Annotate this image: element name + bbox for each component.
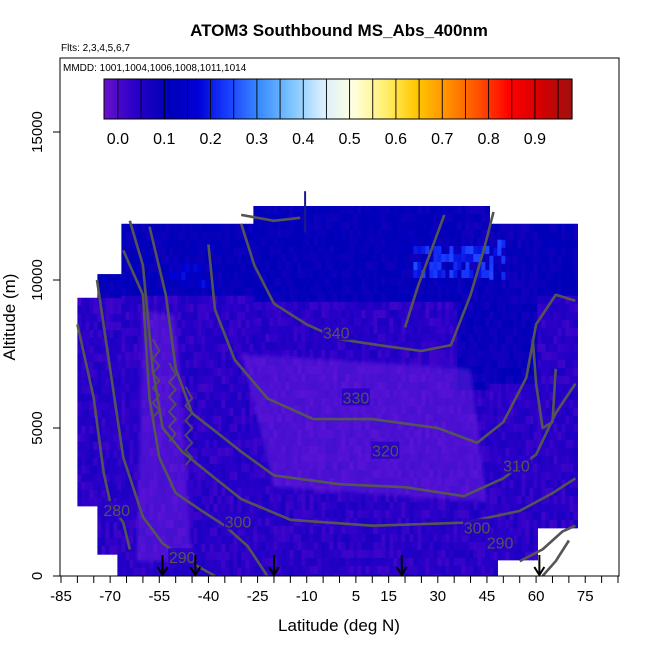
- x-tick-label: 45: [479, 588, 496, 605]
- colorbar-tick-label: 0.7: [431, 131, 453, 148]
- colorbar-tick-label: 0.4: [292, 131, 314, 148]
- contour-label: 330: [343, 390, 370, 407]
- y-tick-label: 15000: [29, 111, 46, 153]
- y-tick-label: 0: [29, 572, 46, 580]
- colorbar-tick-label: 0.2: [199, 131, 221, 148]
- x-tick-label: -70: [99, 588, 121, 605]
- x-tick-label: 60: [528, 588, 545, 605]
- flight-arrows: [156, 555, 546, 577]
- contour-label: 300: [464, 521, 491, 538]
- contour-label: 280: [103, 503, 130, 520]
- x-tick-label: 75: [577, 588, 594, 605]
- x-tick-label: -85: [50, 588, 72, 605]
- y-axis-label: Altitude (m): [0, 274, 19, 361]
- x-tick-label: 30: [429, 588, 446, 605]
- colorbar: 0.0 0.1 0.2 0.3 0.4 0.5 0.6 0.7 0.8 0.9: [103, 78, 573, 148]
- contour-label: 340: [323, 325, 350, 342]
- flights-subtitle: Flts: 2,3,4,5,6,7: [61, 43, 130, 54]
- contour-label: 310: [503, 458, 530, 475]
- heatmap-field: [77, 206, 578, 576]
- colorbar-tick-label: 0.1: [153, 131, 175, 148]
- y-tick-label: 10000: [29, 259, 46, 301]
- y-tick-label: 5000: [29, 411, 46, 444]
- x-tick-label: -10: [296, 588, 318, 605]
- y-axis: 0 5000 10000 15000: [29, 111, 60, 580]
- x-tick-label: -25: [247, 588, 269, 605]
- colorbar-tick-label: 0.6: [385, 131, 407, 148]
- contour-label: 300: [225, 515, 252, 532]
- dates-subtitle: MMDD: 1001,1004,1006,1008,1011,1014: [63, 63, 247, 74]
- x-tick-label: 15: [380, 588, 397, 605]
- contour-label: 290: [487, 535, 514, 552]
- x-axis: -85 -70 -55 -40 -25 -10 5 15 30 45 60 75: [50, 576, 619, 605]
- colorbar-tick-label: 0.0: [107, 131, 129, 148]
- x-tick-label: -55: [148, 588, 170, 605]
- chart-title: ATOM3 Southbound MS_Abs_400nm: [190, 21, 488, 40]
- colorbar-tick-label: 0.8: [477, 131, 499, 148]
- x-axis-label: Latitude (deg N): [278, 616, 400, 635]
- colorbar-tick-label: 0.5: [338, 131, 360, 148]
- contour-label: 290: [169, 550, 196, 567]
- x-tick-label: -40: [198, 588, 220, 605]
- colorbar-tick-label: 0.3: [246, 131, 268, 148]
- x-tick-label: 5: [352, 588, 360, 605]
- colorbar-tick-label: 0.9: [524, 131, 546, 148]
- contour-label: 320: [372, 444, 399, 461]
